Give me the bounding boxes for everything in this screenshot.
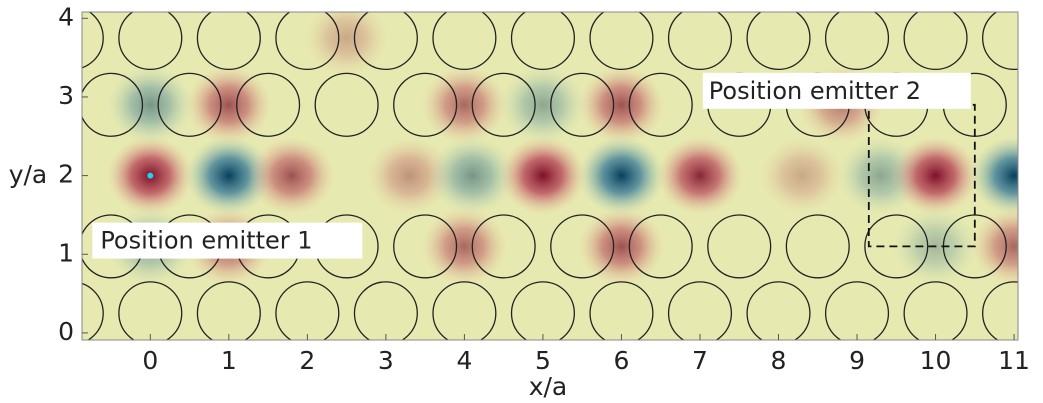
field-lobe <box>970 136 1018 215</box>
rod <box>471 72 536 137</box>
field-lobe <box>499 65 587 145</box>
rod <box>236 72 301 137</box>
field-lobe <box>429 136 516 215</box>
rod <box>157 72 222 137</box>
rod <box>353 12 418 71</box>
rod <box>275 281 340 340</box>
y-tick-label: 2 <box>58 160 74 189</box>
field-lobe <box>578 207 665 286</box>
field-lobe <box>970 207 1018 286</box>
rod <box>196 12 261 71</box>
rod <box>275 12 340 71</box>
rod <box>628 214 693 279</box>
y-axis-label: y/a <box>9 160 48 189</box>
rod <box>196 281 261 340</box>
annotation: Position emitter 1 <box>100 227 312 255</box>
field-lobe <box>758 136 846 215</box>
field-lobe <box>421 65 508 145</box>
y-tick-label: 4 <box>58 2 74 31</box>
x-tick-label: 3 <box>378 346 394 375</box>
y-tick-label: 3 <box>58 81 74 110</box>
rod <box>667 12 733 71</box>
field-lobe <box>303 12 390 78</box>
x-axis-label: x/a <box>529 372 568 401</box>
field-lobe <box>366 136 453 215</box>
rod <box>393 214 458 279</box>
x-tick-label: 5 <box>535 346 551 375</box>
field-lobe <box>248 136 335 215</box>
x-tick-label: 11 <box>998 346 1030 375</box>
rod <box>314 72 379 137</box>
field-lobe <box>656 136 744 215</box>
rod <box>118 281 183 340</box>
field-lobe <box>185 136 273 215</box>
rod <box>82 282 104 340</box>
plot-area <box>82 12 1018 340</box>
rod <box>785 214 850 279</box>
x-tick-label: 1 <box>221 346 237 375</box>
rod <box>903 281 968 340</box>
label-box <box>702 72 971 109</box>
rod <box>82 12 104 69</box>
x-tick-label: 10 <box>920 346 952 375</box>
x-tick-label: 4 <box>456 346 472 375</box>
field-lobe <box>421 207 508 286</box>
y-tick-label: 1 <box>58 238 74 267</box>
x-tick-label: 9 <box>849 346 865 375</box>
rod <box>432 281 497 340</box>
rod <box>353 281 418 340</box>
y-tick-label: 0 <box>58 317 74 346</box>
rod <box>118 12 183 71</box>
rod <box>550 72 615 137</box>
rod <box>982 12 1018 71</box>
x-tick-label: 2 <box>299 346 315 375</box>
field-lobe <box>578 65 665 145</box>
field-lobe <box>499 136 587 215</box>
rod <box>628 72 693 137</box>
rod <box>393 72 458 137</box>
rod <box>550 214 615 279</box>
x-tick-label: 6 <box>614 346 630 375</box>
field-lobe <box>107 65 194 145</box>
field-lobe <box>185 65 273 145</box>
rod <box>824 281 890 340</box>
rod <box>432 12 497 71</box>
field-lobe <box>578 136 665 215</box>
rod <box>982 281 1018 340</box>
rod <box>746 281 811 340</box>
rod <box>510 12 575 71</box>
rod <box>864 214 929 279</box>
label-box <box>92 222 363 259</box>
x-tick-label: 8 <box>771 346 787 375</box>
rod <box>82 72 144 137</box>
rod <box>707 214 772 279</box>
rod <box>589 12 654 71</box>
rod <box>824 12 890 71</box>
rod <box>589 281 654 340</box>
x-tick-label: 0 <box>142 346 158 375</box>
rod <box>667 281 733 340</box>
x-tick-label: 7 <box>692 346 708 375</box>
rod <box>471 214 536 279</box>
field-lobe <box>892 136 979 215</box>
rod <box>510 281 575 340</box>
annotation: Position emitter 2 <box>709 77 921 105</box>
emitter-point <box>147 172 154 179</box>
rod <box>746 12 811 71</box>
rod <box>903 12 968 71</box>
